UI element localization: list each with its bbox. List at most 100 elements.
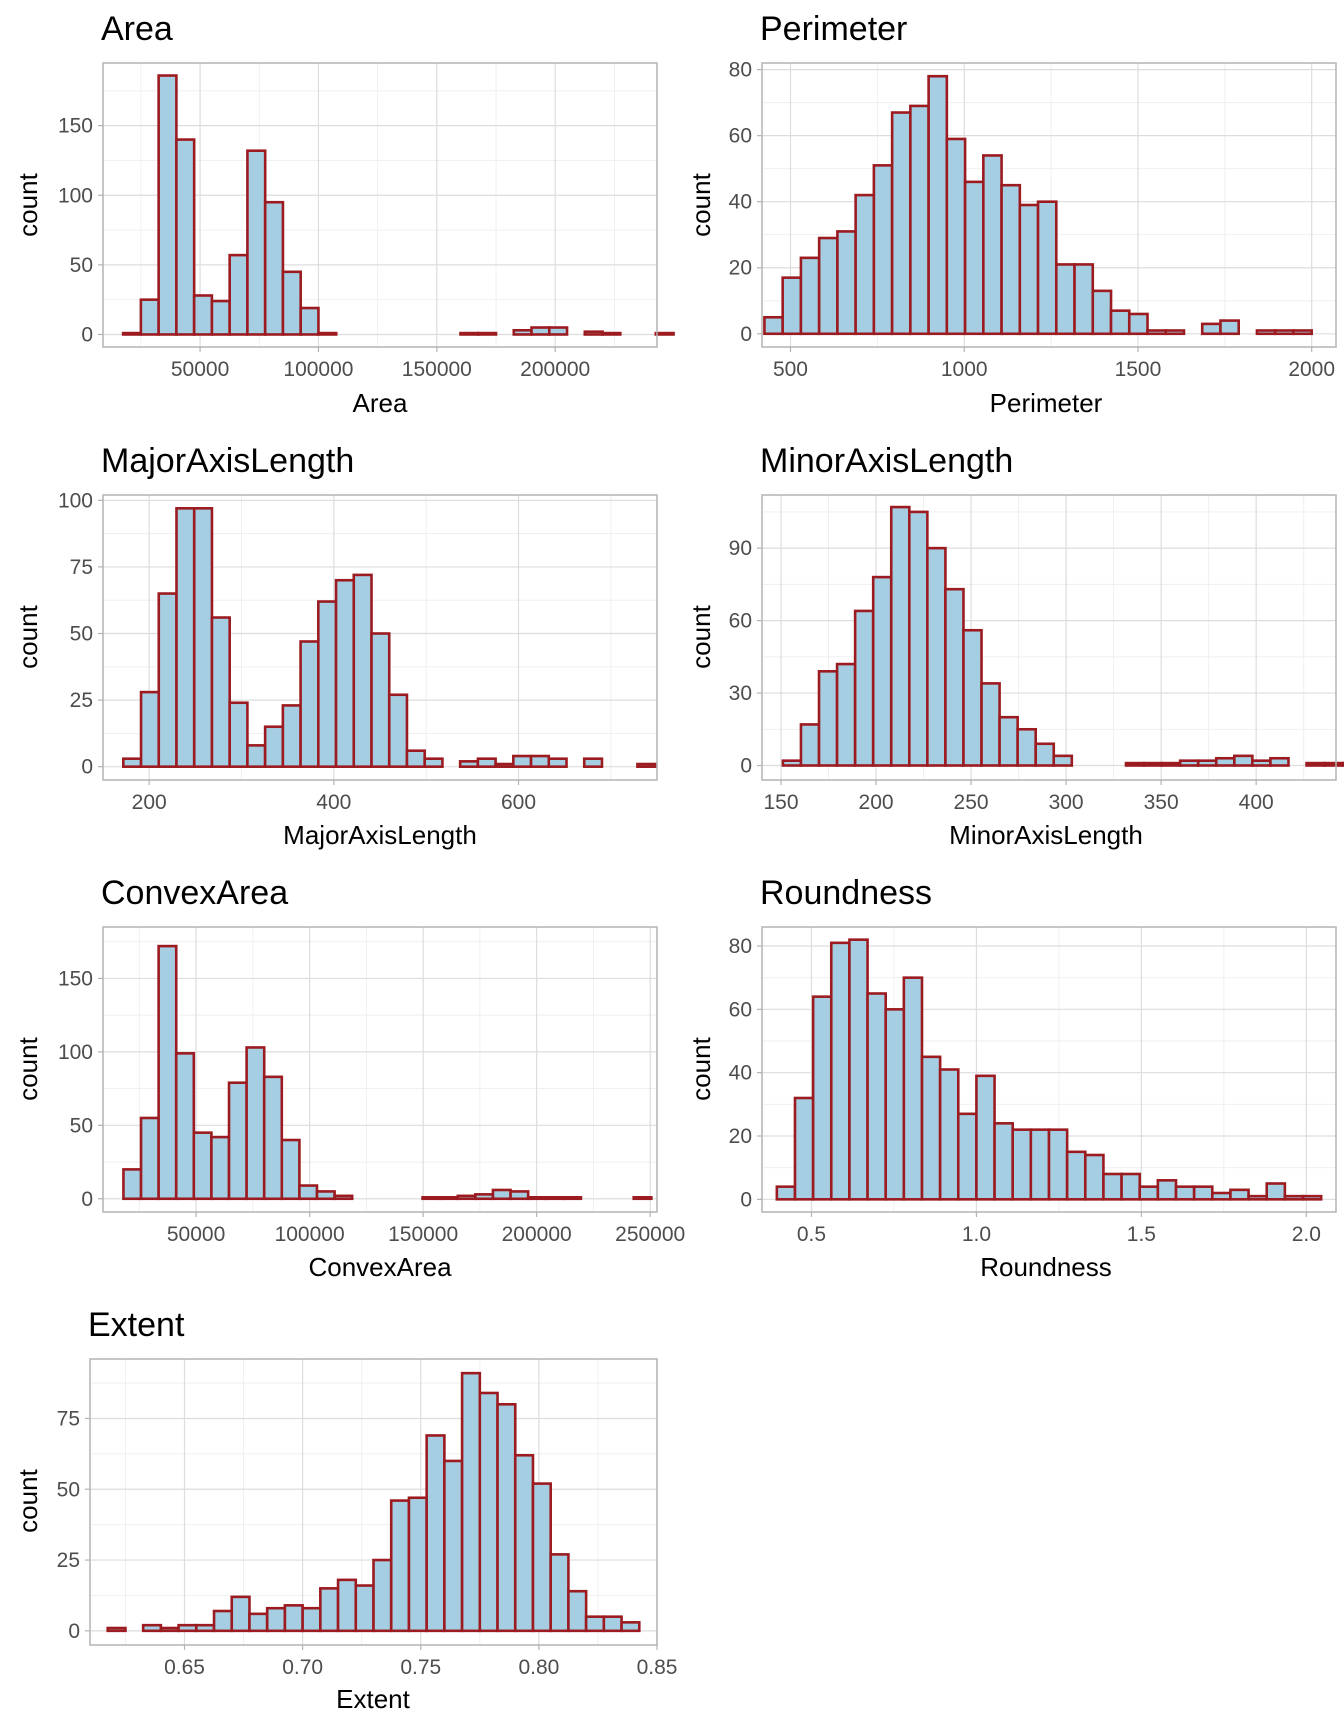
x-tick-label: 200	[132, 791, 167, 814]
histogram-bar	[299, 640, 320, 768]
histogram-bar	[775, 1185, 797, 1201]
histogram-bar	[853, 609, 875, 767]
histogram-bar	[1341, 761, 1344, 767]
histogram-bar	[1305, 761, 1326, 767]
x-tick-label: 0.85	[637, 1656, 678, 1679]
histogram-bar	[1073, 263, 1095, 336]
x-axis-title: Area	[353, 388, 408, 418]
histogram-bar	[491, 1188, 512, 1201]
histogram-bar	[1047, 1128, 1069, 1201]
histogram-bar	[547, 757, 568, 768]
x-tick-label: 300	[1049, 791, 1084, 814]
y-tick-label: 60	[729, 998, 752, 1021]
histogram-bar	[121, 331, 143, 336]
y-tick-label: 0	[740, 755, 752, 778]
histogram-bar	[157, 944, 178, 1201]
histogram-bar	[319, 1587, 340, 1633]
histogram-bar	[458, 760, 480, 768]
histogram-bar	[1146, 329, 1168, 336]
panel-title: ConvexArea	[101, 874, 288, 912]
y-axis-title: count	[686, 1036, 716, 1100]
histogram-bar	[210, 299, 231, 336]
histogram-bar	[636, 762, 657, 768]
histogram-bar	[1273, 329, 1295, 336]
histogram-bar	[139, 1116, 160, 1201]
panel-title: Perimeter	[760, 10, 907, 48]
histogram-bar	[513, 1453, 535, 1633]
histogram-bar	[1229, 1188, 1250, 1201]
histogram-bar	[175, 138, 196, 336]
y-tick-label: 60	[729, 610, 752, 633]
y-tick-label: 50	[70, 623, 93, 646]
histogram-bar	[1142, 761, 1164, 767]
y-tick-label: 25	[57, 1549, 80, 1572]
histogram-bar	[799, 256, 821, 336]
histogram-bar	[1283, 1194, 1305, 1201]
histogram-bar	[526, 1196, 548, 1201]
y-tick-label: 100	[58, 1041, 93, 1064]
histogram-panel: 50000 100000 150000 200000 0 50 100 150 Area Area…	[13, 10, 675, 418]
histogram-bar	[122, 1168, 143, 1201]
histogram-bar	[620, 1621, 641, 1633]
histogram-panel: 0.65 0.70 0.75 0.80 0.85 0 25 50 75 Extent Extent c…	[13, 1306, 677, 1714]
histogram-panel: 50000 100000 150000 200000 250000 0 50 100 150 Co…	[13, 874, 685, 1282]
histogram-bar	[459, 331, 480, 336]
histogram-bar	[245, 1046, 266, 1201]
y-tick-label: 0	[740, 1188, 752, 1211]
x-tick-label: 200	[859, 791, 894, 814]
y-tick-label: 80	[729, 59, 752, 82]
histogram-bar	[352, 573, 373, 768]
y-axis-title: count	[13, 1036, 43, 1100]
histogram-bar	[1052, 754, 1074, 767]
histogram-bar	[836, 230, 857, 336]
y-tick-label: 60	[729, 125, 752, 148]
x-tick-label: 250000	[615, 1223, 685, 1246]
histogram-bar	[982, 154, 1003, 336]
histogram-bar	[301, 1606, 322, 1633]
x-tick-label: 0.65	[164, 1656, 205, 1679]
histogram-bar	[544, 1196, 565, 1201]
y-tick-label: 25	[70, 689, 93, 712]
histogram-bar	[909, 104, 930, 336]
histogram-bar	[387, 693, 409, 768]
histogram-bar	[1054, 263, 1076, 336]
x-tick-label: 1.5	[1127, 1223, 1156, 1246]
histogram-bar	[177, 1623, 198, 1633]
y-tick-label: 50	[57, 1478, 80, 1501]
histogram-bar	[1127, 312, 1149, 336]
histogram-bar	[799, 723, 821, 767]
panel-border	[102, 62, 658, 348]
histogram-bar	[139, 298, 160, 336]
histogram-bar	[1065, 1150, 1087, 1201]
histogram-bar	[192, 1131, 213, 1201]
histogram-bar	[817, 236, 839, 336]
x-tick-label: 50000	[167, 1223, 225, 1246]
histogram-bar	[1083, 1153, 1105, 1201]
histogram-bar	[372, 1558, 393, 1633]
histogram-bar	[944, 587, 965, 767]
histogram-bar	[811, 995, 833, 1201]
x-tick-label: 50000	[171, 358, 229, 381]
histogram-bar	[962, 628, 983, 767]
x-tick-label: 1000	[941, 358, 988, 381]
histogram-bar	[1323, 761, 1344, 767]
y-tick-label: 50	[70, 254, 93, 277]
histogram-bar	[210, 616, 231, 768]
histogram-bar	[246, 149, 267, 336]
histogram-bar	[509, 1190, 530, 1201]
x-tick-label: 0.5	[797, 1223, 826, 1246]
histogram-bar	[1269, 756, 1290, 767]
histogram-bar	[476, 331, 498, 336]
histogram-bar	[281, 270, 302, 336]
histogram-bar	[228, 701, 249, 768]
histogram-bar	[283, 1604, 304, 1633]
histogram-bar	[438, 1196, 460, 1201]
histogram-bar	[829, 941, 851, 1201]
histogram-bar	[265, 1606, 287, 1633]
histogram-bar	[1102, 1172, 1123, 1201]
histogram-bar	[632, 1196, 653, 1201]
x-tick-label: 150000	[388, 1223, 458, 1246]
histogram-bar	[1214, 756, 1236, 767]
histogram-bar	[389, 1499, 411, 1633]
histogram-bar	[512, 328, 533, 336]
